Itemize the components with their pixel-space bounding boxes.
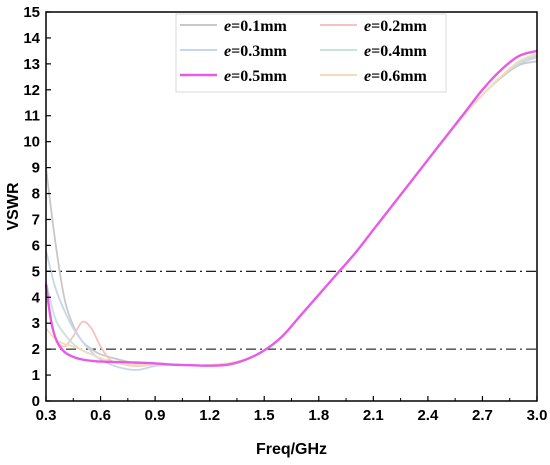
- y-tick-label: 4: [32, 289, 41, 306]
- legend-label: e=0.1mm: [224, 18, 288, 35]
- legend-label-variable: e: [364, 18, 371, 35]
- y-tick-label: 14: [23, 30, 40, 47]
- legend-label: e=0.3mm: [224, 43, 288, 60]
- y-tick-label: 10: [23, 134, 40, 151]
- y-tick-label: 15: [23, 4, 40, 21]
- legend-box: [175, 13, 447, 93]
- x-tick-label: 2.7: [472, 407, 493, 424]
- legend-label-value: =0.1mm: [231, 18, 287, 35]
- x-tick-label: 2.4: [417, 407, 439, 424]
- y-tick-label: 3: [32, 315, 40, 332]
- series-line-e-0.5mm: [44, 49, 538, 367]
- x-tick-label: 0.6: [90, 407, 111, 424]
- legend-label: e=0.6mm: [364, 68, 428, 85]
- y-tick-label: 6: [32, 237, 40, 254]
- x-tick-label: 0.9: [145, 407, 166, 424]
- x-tick-label: 2.1: [363, 407, 384, 424]
- legend-label: e=0.2mm: [364, 18, 428, 35]
- y-tick-label: 1: [32, 367, 40, 384]
- y-tick-label: 12: [23, 82, 40, 99]
- x-tick-label: 1.8: [308, 407, 329, 424]
- y-axis-title: VSWR: [5, 182, 22, 230]
- y-tick-label: 2: [32, 341, 40, 358]
- series-line-e-0.3mm: [45, 56, 538, 371]
- x-tick-label: 1.2: [199, 407, 220, 424]
- legend-label-variable: e: [224, 18, 231, 35]
- series-line-e-0.1mm: [45, 60, 538, 367]
- series-layer: [44, 49, 538, 371]
- reference-lines: [46, 270, 537, 350]
- series-line-e-0.2mm: [45, 55, 538, 367]
- y-tick-label: 13: [23, 56, 40, 73]
- legend-label-value: =0.4mm: [371, 43, 427, 60]
- y-tick-label: 0: [32, 393, 40, 410]
- x-tick-label: 0.3: [36, 407, 57, 424]
- legend-label-value: =0.3mm: [231, 43, 287, 60]
- legend-label-value: =0.5mm: [231, 68, 287, 85]
- legend-label-value: =0.2mm: [371, 18, 427, 35]
- x-tick-label: 3.0: [527, 407, 548, 424]
- y-tick-label: 9: [32, 160, 40, 177]
- y-tick-label: 8: [32, 186, 40, 203]
- legend-label-variable: e: [364, 68, 371, 85]
- x-tick-label: 1.5: [254, 407, 275, 424]
- legend-label: e=0.5mm: [224, 68, 288, 85]
- legend-label-variable: e: [364, 43, 371, 60]
- y-tick-label: 11: [24, 108, 40, 125]
- y-tick-label: 5: [32, 263, 40, 280]
- legend-label: e=0.4mm: [364, 43, 428, 60]
- series-line-e-0.4mm: [45, 53, 538, 367]
- y-tick-label: 7: [32, 211, 40, 228]
- series-line-e-0.6mm: [45, 52, 538, 367]
- legend-label-variable: e: [224, 68, 231, 85]
- x-axis: 0.3 0.6 0.9 1.2 1.5 1.8 2.1 2.4 2.7 3.0: [36, 396, 548, 424]
- x-axis-title: Freq/GHz: [256, 441, 327, 458]
- legend-label-variable: e: [224, 43, 231, 60]
- legend-label-value: =0.6mm: [371, 68, 427, 85]
